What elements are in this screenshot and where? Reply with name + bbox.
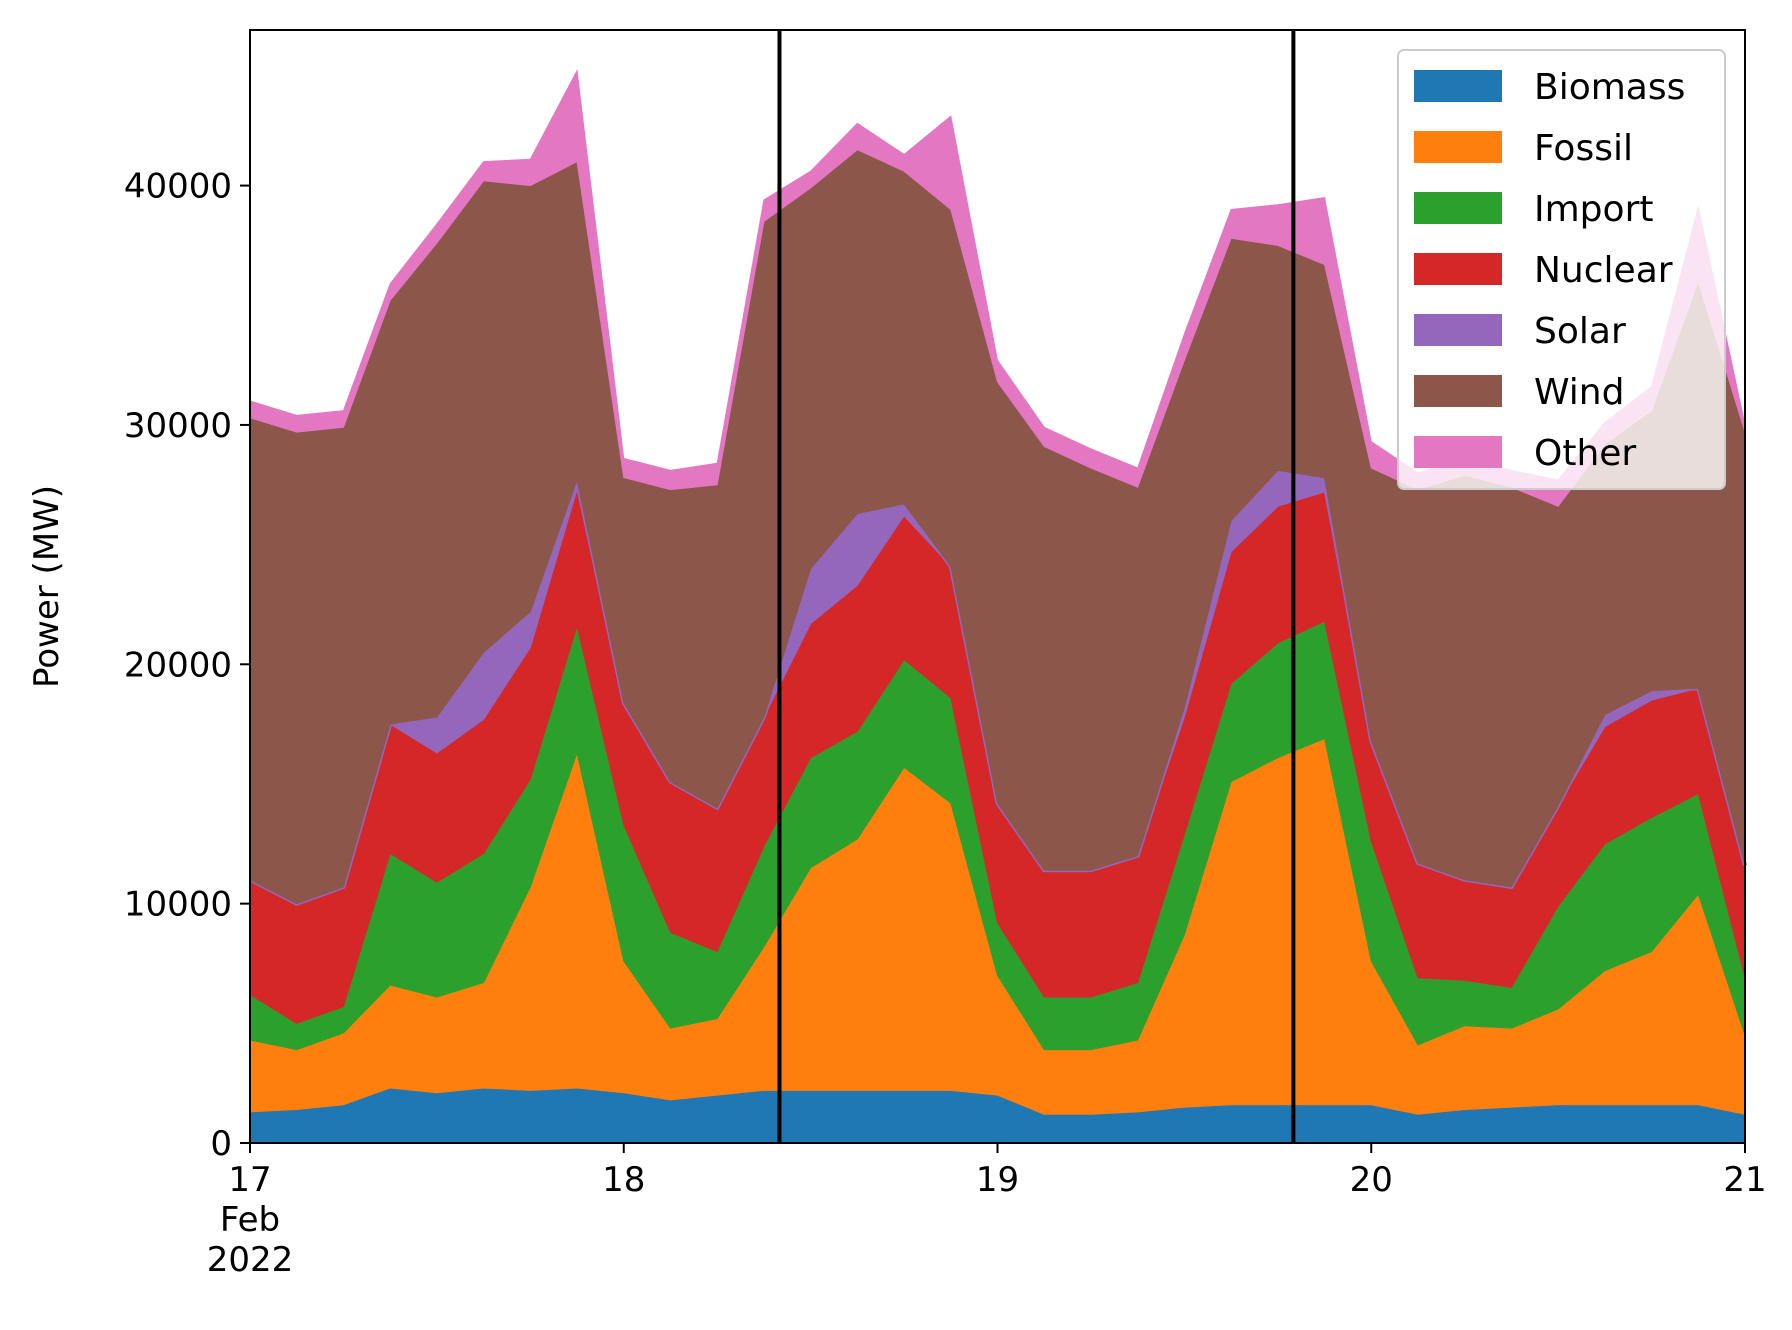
y-tick-label: 40000	[124, 167, 232, 207]
y-axis-label: Power (MW)	[27, 485, 67, 688]
legend-label-import: Import	[1534, 189, 1653, 230]
y-axis: 0 10000 20000 30000 40000	[124, 167, 250, 1164]
legend-swatch-other	[1414, 436, 1502, 468]
legend-swatch-wind	[1414, 375, 1502, 407]
legend-label-nuclear: Nuclear	[1534, 250, 1673, 291]
y-tick-label: 30000	[124, 406, 232, 446]
legend-swatch-import	[1414, 192, 1502, 224]
y-tick-label: 20000	[124, 645, 232, 685]
x-tick-label: 18	[602, 1160, 645, 1200]
legend-label-other: Other	[1534, 433, 1636, 474]
legend-swatch-nuclear	[1414, 253, 1502, 285]
x-tick-label: 21	[1723, 1160, 1766, 1200]
legend-swatch-solar	[1414, 314, 1502, 346]
x-axis: 17 Feb 2022 18 19 20 21	[207, 1143, 1767, 1280]
legend-label-biomass: Biomass	[1534, 67, 1685, 108]
y-tick-label: 0	[210, 1124, 232, 1164]
legend-label-fossil: Fossil	[1534, 128, 1633, 169]
legend-swatch-fossil	[1414, 131, 1502, 163]
x-tick-label: 17 Feb 2022	[207, 1160, 294, 1280]
legend-label-wind: Wind	[1534, 372, 1624, 413]
legend-swatch-biomass	[1414, 70, 1502, 102]
y-tick-label: 10000	[124, 885, 232, 925]
legend: Biomass Fossil Import Nuclear Solar Wind Other	[1397, 49, 1726, 490]
x-tick-label: 19	[976, 1160, 1019, 1200]
x-tick-label: 20	[1350, 1160, 1393, 1200]
legend-label-solar: Solar	[1534, 311, 1626, 352]
vertical-marker-layer	[777, 30, 1296, 1143]
